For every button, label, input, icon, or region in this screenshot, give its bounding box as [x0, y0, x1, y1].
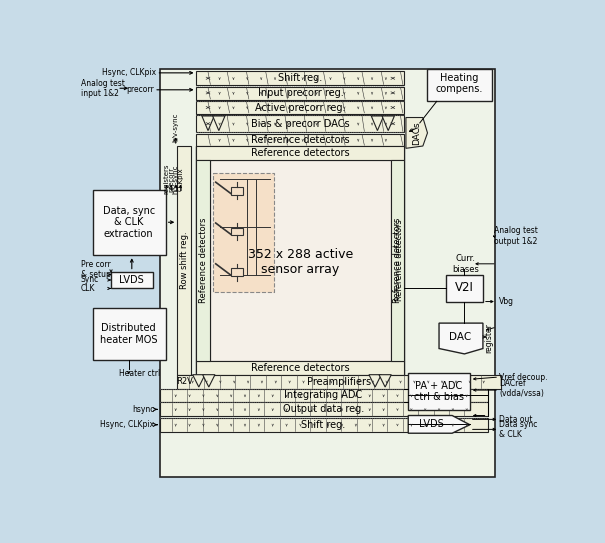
Text: Output data reg.: Output data reg. — [283, 405, 364, 414]
Text: Input precorr reg.: Input precorr reg. — [258, 88, 343, 98]
Text: Hsync, CLKpix: Hsync, CLKpix — [100, 420, 154, 430]
Text: Reference detectors: Reference detectors — [251, 148, 350, 158]
Text: Reference detectors: Reference detectors — [251, 135, 350, 145]
Text: Reference detectors: Reference detectors — [393, 217, 402, 302]
Text: precorr: precorr — [168, 167, 174, 192]
Text: Reference detectors: Reference detectors — [395, 219, 404, 301]
Text: Row shift reg.: Row shift reg. — [180, 231, 189, 289]
Text: DACref
(vdda/vssa): DACref (vdda/vssa) — [499, 379, 544, 398]
Bar — [160, 402, 488, 416]
Text: 352 x 288 active
sensor array: 352 x 288 active sensor array — [248, 248, 353, 276]
Text: Bias & precorr DACs: Bias & precorr DACs — [251, 119, 350, 129]
Text: PA + ADC
ctrl & bias: PA + ADC ctrl & bias — [414, 381, 464, 402]
Bar — [93, 308, 166, 360]
Bar — [408, 373, 470, 410]
Text: Shift reg.: Shift reg. — [278, 73, 322, 83]
Bar — [160, 418, 488, 432]
Text: CLK: CLK — [81, 284, 96, 293]
Bar — [391, 160, 404, 361]
Text: Analog test
output 1&2: Analog test output 1&2 — [494, 226, 538, 246]
Bar — [231, 228, 243, 235]
Text: Reference detectors: Reference detectors — [199, 217, 208, 302]
Polygon shape — [382, 116, 394, 131]
Bar — [197, 87, 404, 100]
Bar — [197, 361, 404, 375]
Polygon shape — [408, 415, 470, 433]
Bar — [197, 102, 404, 113]
Text: DAC: DAC — [449, 332, 471, 342]
Bar — [177, 146, 191, 375]
Bar — [446, 275, 483, 301]
Polygon shape — [203, 375, 215, 387]
Text: Analog test
input 1&2: Analog test input 1&2 — [81, 79, 125, 98]
Text: Integrating ADC: Integrating ADC — [284, 390, 362, 401]
Text: CLKpix: CLKpix — [177, 167, 183, 191]
Text: Data out: Data out — [499, 415, 532, 424]
Bar — [160, 389, 488, 402]
Text: Vref decoup.: Vref decoup. — [499, 372, 548, 382]
Bar — [197, 146, 404, 160]
Text: DACs: DACs — [412, 121, 421, 145]
Bar — [427, 69, 492, 102]
Polygon shape — [212, 116, 225, 131]
Text: Curr.
biases: Curr. biases — [453, 254, 479, 274]
Text: Vbg: Vbg — [499, 297, 514, 306]
Text: Sync: Sync — [81, 275, 99, 285]
Bar — [231, 187, 243, 194]
Text: LVDS: LVDS — [419, 419, 443, 429]
Text: Pre corr
& setup: Pre corr & setup — [81, 260, 111, 279]
Bar — [93, 190, 166, 255]
Bar — [197, 71, 404, 85]
Text: Heater ctrl: Heater ctrl — [119, 369, 161, 378]
Text: Preamplifiers: Preamplifiers — [307, 377, 371, 387]
Text: V2I: V2I — [455, 281, 474, 294]
Polygon shape — [202, 116, 214, 131]
Bar — [160, 69, 495, 477]
Polygon shape — [192, 375, 205, 387]
Text: R2V: R2V — [177, 377, 194, 386]
Polygon shape — [439, 323, 483, 354]
Polygon shape — [369, 375, 381, 387]
Text: register: register — [485, 324, 494, 353]
Bar — [197, 115, 404, 132]
Bar — [111, 272, 154, 288]
Text: h/v-sync: h/v-sync — [172, 112, 178, 142]
Bar — [197, 134, 404, 146]
Polygon shape — [379, 375, 391, 387]
Text: Active precorr reg.: Active precorr reg. — [255, 103, 345, 112]
Text: Shift reg.: Shift reg. — [301, 420, 345, 430]
Text: Reference detectors: Reference detectors — [251, 363, 350, 373]
Text: precorr: precorr — [126, 85, 154, 94]
Text: Heating
compens.: Heating compens. — [436, 73, 483, 94]
Bar — [177, 375, 501, 389]
Text: Distributed
heater MOS: Distributed heater MOS — [100, 323, 157, 345]
Text: registers: registers — [163, 164, 169, 194]
Text: Data, sync
& CLK
extraction: Data, sync & CLK extraction — [103, 206, 155, 239]
Bar — [211, 160, 390, 361]
Polygon shape — [406, 117, 428, 148]
Bar — [231, 268, 243, 276]
Bar — [197, 146, 404, 375]
Bar — [197, 160, 211, 361]
Text: Hsync, CLKpix: Hsync, CLKpix — [102, 68, 157, 77]
Polygon shape — [371, 116, 384, 131]
Bar — [212, 173, 274, 292]
Text: hsync: hsync — [132, 405, 154, 414]
Text: Data sync
& CLK: Data sync & CLK — [499, 420, 537, 439]
Text: LVDS: LVDS — [119, 275, 144, 285]
Text: h/v-sync: h/v-sync — [172, 165, 178, 194]
